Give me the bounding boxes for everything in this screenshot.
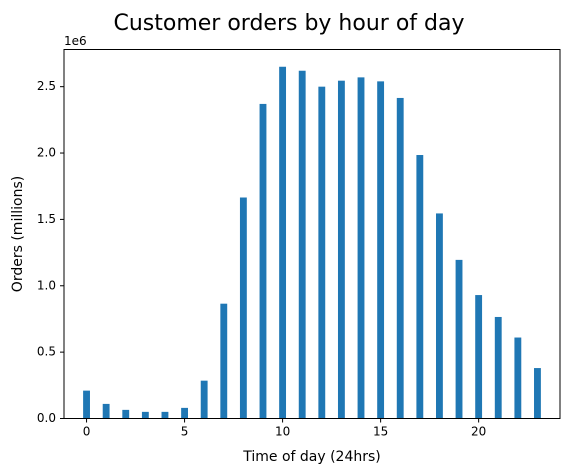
- y-tick-label: 1.0: [37, 278, 56, 292]
- bar-hour-20: [475, 295, 483, 419]
- x-tick-label: 20: [471, 425, 486, 439]
- chart-title: Customer orders by hour of day: [113, 11, 464, 36]
- bar-hour-21: [494, 316, 502, 419]
- x-tick-label: 0: [83, 425, 91, 439]
- bar-hour-12: [318, 86, 326, 419]
- bar-hour-6: [200, 380, 208, 419]
- bar-hour-23: [534, 368, 541, 419]
- bar-hour-19: [455, 259, 463, 419]
- bar-hour-10: [279, 66, 287, 419]
- bar-hour-5: [181, 407, 188, 419]
- bars-layer: [83, 66, 541, 419]
- bar-hour-15: [377, 81, 385, 419]
- bar-hour-14: [357, 77, 365, 419]
- bar-hour-11: [298, 70, 306, 419]
- x-tick-label: 15: [373, 425, 388, 439]
- y-axis-ticks: 0.0 0.5 1.0 1.5 2.0 2.5: [37, 79, 64, 425]
- y-tick-label: 0.0: [37, 411, 56, 425]
- y-tick-label: 0.5: [37, 345, 56, 359]
- y-axis-label: Orders (millions): [10, 176, 26, 292]
- bar-hour-16: [396, 97, 404, 419]
- plot-frame: [63, 49, 561, 419]
- y-axis-offset-label: 1e6: [64, 34, 87, 48]
- x-axis-label: Time of day (24hrs): [242, 449, 381, 465]
- bar-hour-22: [514, 337, 522, 419]
- y-tick-label: 2.5: [37, 79, 56, 93]
- x-tick-label: 10: [275, 425, 290, 439]
- bar-hour-7: [220, 303, 228, 419]
- bar-hour-0: [83, 390, 90, 419]
- bar-hour-1: [102, 403, 110, 419]
- bar-hour-9: [259, 103, 267, 419]
- bar-hour-17: [416, 155, 424, 419]
- y-tick-label: 2.0: [37, 146, 56, 160]
- y-tick-label: 1.5: [37, 212, 56, 226]
- bar-hour-18: [436, 213, 443, 419]
- bar-hour-13: [337, 80, 345, 419]
- bar-hour-3: [141, 411, 149, 419]
- x-axis-ticks: 0 5 10 15 20: [83, 418, 486, 439]
- bar-hour-2: [122, 409, 130, 419]
- x-tick-label: 5: [181, 425, 189, 439]
- bar-hour-4: [161, 411, 169, 419]
- bar-hour-8: [239, 197, 247, 419]
